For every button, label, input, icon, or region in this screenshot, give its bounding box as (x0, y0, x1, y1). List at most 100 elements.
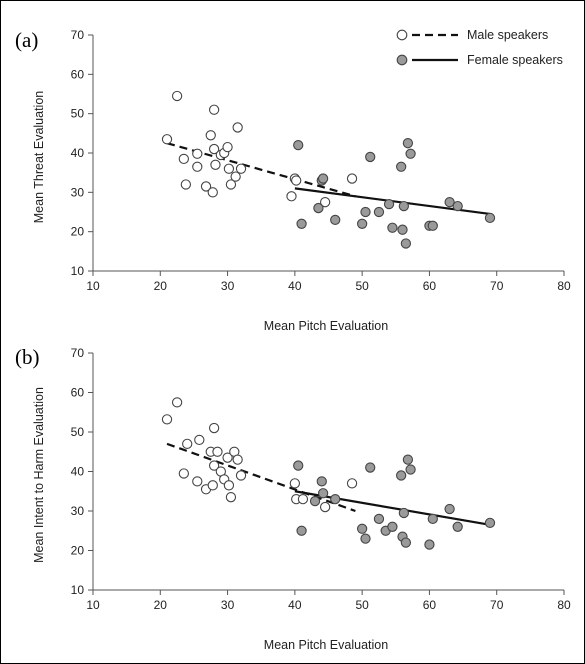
panel-a-female-point (427, 220, 438, 231)
panel-a-y-axis-label: Mean Threat Evaluation (32, 91, 46, 224)
panel-b-female-point (373, 513, 385, 525)
panel-a-female-point (360, 206, 371, 218)
panel-b-y-tick-label: 70 (71, 346, 85, 360)
panel-b-trendlines (166, 442, 491, 526)
panel-a-female-point (317, 173, 329, 184)
panel-b-male-point (178, 468, 189, 479)
panel-a-y-tick-label: 50 (71, 107, 85, 121)
panel-a-x-tick-label: 30 (221, 279, 235, 293)
legend-male-label: Male speakers (467, 28, 548, 42)
panel-b-male-point (319, 501, 331, 513)
legend-male-marker (396, 29, 408, 41)
panel-b-y-tick-label: 60 (71, 386, 85, 400)
panel-a-female-point (400, 238, 412, 249)
panel-a-female-point (484, 212, 496, 224)
panel-a-female-point (293, 139, 304, 151)
panel-b-male-point (171, 397, 183, 408)
panel-b-x-tick-label: 20 (154, 598, 168, 612)
panel-b-female-point (398, 507, 410, 519)
panel-b-y-axis-label: Mean Intent to Harm Evaluation (32, 387, 46, 563)
panel-b-female-point (365, 462, 376, 473)
panel-a-male-point (200, 181, 212, 192)
panel-a-male-point (319, 197, 331, 208)
panel-a-male-point (235, 163, 247, 174)
panel-b-female-point (402, 454, 414, 465)
panel-a-male-point (208, 143, 220, 155)
panel-b-points (161, 397, 496, 550)
panel-b-female-point (387, 521, 398, 532)
panel-b-y-tick-label: 30 (71, 504, 85, 518)
legend-female-marker (396, 54, 408, 66)
panel-b-x-tick-label: 30 (221, 598, 235, 612)
panel-a-female-point (296, 218, 307, 229)
panel-a-x-tick-label: 10 (86, 279, 100, 293)
panel-a-male-point (210, 159, 221, 170)
panel-a-x-tick-label: 70 (490, 279, 504, 293)
panel-a-x-tick-label: 60 (423, 279, 437, 293)
legend: Male speakers Female speakers (396, 28, 563, 67)
panel-a-female-point (313, 202, 324, 214)
panel-b-female-point (400, 537, 412, 548)
panel-b-male-point (346, 478, 358, 489)
panel-b-female-point (330, 493, 341, 505)
panel-a: (a) 10 20 30 40 50 60 70 80 10 20 30 40 50 60 70 Mean … (15, 28, 571, 333)
panel-b-male-point (182, 438, 193, 449)
panel-a-female-point (365, 151, 376, 163)
panel-a-male-point (178, 153, 189, 165)
panel-a-x-axis-label: Mean Pitch Evaluation (264, 319, 388, 333)
panel-b-x-tick-label: 10 (86, 598, 100, 612)
panel-b-female-point (424, 539, 435, 550)
panel-a-points (161, 90, 496, 249)
panel-a-female-point (383, 198, 395, 210)
panel-a-male-point (225, 179, 237, 190)
panel-b-female-point (396, 470, 407, 481)
panel-a-male-point (223, 163, 235, 174)
panel-b: (b) 10 20 30 40 50 60 70 80 10 20 30 40 50 60 70 Mean … (15, 345, 571, 652)
legend-female-label: Female speakers (467, 53, 563, 67)
panel-b-female-point (296, 525, 307, 536)
panel-b-female-point (452, 521, 463, 532)
panel-a-female-point (398, 200, 410, 212)
panel-a-y-tick-label: 60 (71, 67, 85, 81)
panel-label-b: (b) (15, 345, 40, 369)
panel-b-y-tick-label: 40 (71, 465, 85, 479)
panel-b-female-point (356, 523, 368, 534)
panel-a-male-point (207, 187, 218, 198)
panel-a-female-point (356, 218, 368, 229)
panel-a-male-point (208, 104, 220, 115)
panel-a-male-point (286, 191, 297, 202)
panel-a-female-point (452, 200, 463, 212)
panel-b-female-point (360, 533, 371, 544)
panel-a-x-tick-label: 20 (154, 279, 168, 293)
panel-a-y-tick-label: 40 (71, 146, 85, 160)
panel-b-male-point (207, 480, 218, 491)
panel-a-x-tick-label: 80 (557, 279, 571, 293)
panel-b-y-tick-label: 10 (71, 583, 85, 597)
panel-b-y-tick-label: 20 (71, 544, 85, 558)
panel-b-male-point (289, 478, 301, 489)
panel-b-male-point (208, 460, 220, 471)
panel-b-male-point (192, 476, 203, 487)
panel-b-male-point (208, 422, 220, 434)
panel-a-x-tick-label: 50 (355, 279, 369, 293)
panel-b-x-tick-label: 40 (288, 598, 302, 612)
panel-b-male-point (194, 434, 205, 446)
panel-a-male-point (161, 134, 173, 145)
panel-b-male-point (161, 414, 173, 425)
panel-b-female-trendline (294, 490, 491, 526)
panel-b-x-tick-label: 70 (490, 598, 504, 612)
panel-a-female-point (330, 214, 341, 226)
panel-b-male-point (212, 446, 223, 457)
panel-b-female-point (309, 495, 321, 507)
panel-a-male-point (232, 122, 243, 133)
panel-a-male-point (222, 141, 233, 153)
panel-b-x-axis-label: Mean Pitch Evaluation (264, 638, 388, 652)
panel-b-male-point (232, 454, 243, 465)
panel-b-male-point (225, 492, 237, 503)
panel-b-male-point (223, 480, 235, 491)
panel-a-male-point (230, 171, 241, 182)
panel-b-female-point (405, 464, 416, 475)
panel-b-y-tick-label: 50 (71, 425, 85, 439)
panel-a-male-point (346, 173, 358, 184)
